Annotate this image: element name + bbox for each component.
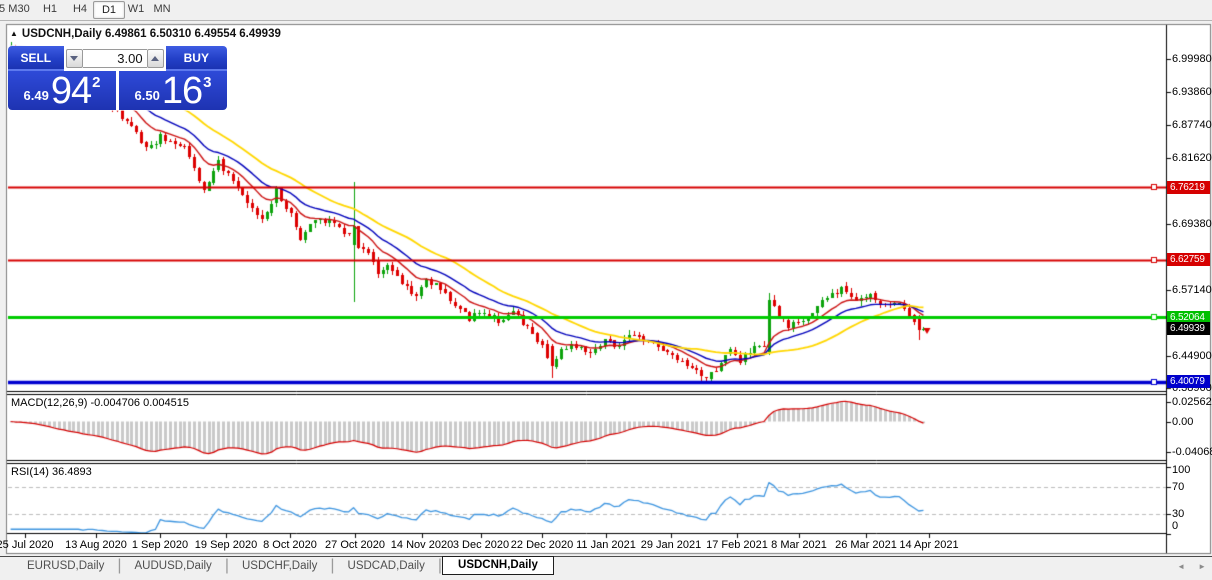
date-label: 3 Dec 2020 (452, 539, 510, 551)
ask-price-sup: 3 (203, 74, 212, 91)
tab-scroll-left-icon[interactable]: ◄ (1177, 562, 1186, 571)
volume-spinner (63, 46, 166, 71)
hline-price-label[interactable]: 6.49939 (1167, 322, 1210, 336)
date-label: 13 Aug 2020 (65, 539, 127, 551)
date-label: 25 Jul 2020 (0, 539, 54, 551)
price-tick-label: 6.99980 (1172, 53, 1212, 65)
macd-tick-label: 0.00 (1172, 415, 1194, 428)
date-label: 22 Dec 2020 (510, 539, 574, 551)
timeframe-button-mn[interactable]: MN (153, 3, 171, 15)
sell-price-display[interactable]: 6.49 94 2 (8, 71, 116, 110)
price-tick-label: 6.87740 (1172, 119, 1212, 131)
date-label: 11 Jan 2021 (576, 539, 636, 551)
hline-price-label[interactable]: 6.40079 (1167, 375, 1210, 389)
hline-price-label[interactable]: 6.52064 (1167, 310, 1210, 324)
rsi-tick-label: 30 (1172, 508, 1185, 520)
tab-separator: | (330, 557, 335, 574)
date-label: 8 Mar 2021 (771, 539, 827, 551)
hline-price-label[interactable]: 6.76219 (1167, 180, 1210, 194)
volume-input[interactable] (82, 49, 147, 68)
buy-button[interactable]: BUY (165, 46, 227, 71)
price-tick-label: 6.81620 (1172, 152, 1212, 164)
macd-indicator-label: MACD(12,26,9) -0.004706 0.004515 (11, 397, 189, 409)
date-label: 27 Oct 2020 (325, 539, 385, 551)
ask-price-small: 6.50 (134, 88, 160, 103)
ask-price-big: 16 (161, 69, 203, 112)
bid-price-big: 94 (50, 69, 92, 112)
tab-eurusd[interactable]: EURUSD,Daily (27, 560, 105, 572)
price-tick-label: 6.57140 (1172, 284, 1212, 296)
timeframe-button-5[interactable]: 5 (0, 3, 6, 15)
price-tick-label: 6.93860 (1172, 86, 1212, 98)
timeframe-button-h4[interactable]: H4 (72, 3, 88, 15)
date-label: 14 Apr 2021 (899, 539, 959, 551)
tab-usdcnh[interactable]: USDCNH,Daily (442, 556, 554, 575)
price-divider (116, 71, 119, 110)
rsi-indicator-label: RSI(14) 36.4893 (11, 466, 92, 478)
price-tick-label: 6.44900 (1172, 349, 1212, 362)
tab-usdchf[interactable]: USDCHF,Daily (241, 560, 318, 572)
trade-panel-top-row: SELL BUY (8, 46, 227, 71)
tab-separator: | (117, 557, 122, 574)
date-label: 19 Sep 2020 (194, 539, 258, 551)
trade-panel-price-row: 6.49 94 2 6.50 16 3 (8, 71, 227, 110)
date-label: 8 Oct 2020 (263, 539, 317, 551)
tab-audusd[interactable]: AUDUSD,Daily (134, 560, 212, 572)
collapse-triangle-icon[interactable]: ▲ (10, 29, 18, 38)
volume-increase-button[interactable] (146, 49, 164, 68)
timeframe-toolbar: 5 M30 H1 H4 D1 W1 MN (0, 0, 1212, 21)
timeframe-button-h1[interactable]: H1 (42, 3, 58, 15)
timeframe-button-w1[interactable]: W1 (127, 3, 145, 15)
symbol-tabs: EURUSD,Daily | AUDUSD,Daily | USDCHF,Daily | U… (14, 556, 554, 575)
bid-price-sup: 2 (92, 74, 101, 91)
buy-price-display[interactable]: 6.50 16 3 (119, 71, 227, 110)
macd-tick-label: 0.025623 (1172, 396, 1212, 409)
date-label: 26 Mar 2021 (835, 539, 897, 551)
timeframe-button-m30[interactable]: M30 (8, 3, 30, 15)
timeframe-button-d1[interactable]: D1 (93, 1, 125, 19)
date-label: 17 Feb 2021 (706, 539, 768, 551)
symbol-tab-bar: EURUSD,Daily | AUDUSD,Daily | USDCHF,Daily | U… (0, 556, 1212, 575)
date-label: 29 Jan 2021 (640, 539, 702, 551)
bid-price-small: 6.49 (23, 88, 49, 103)
tab-separator: | (224, 557, 229, 574)
tab-separator: | (437, 557, 443, 574)
triangle-up-icon (151, 56, 160, 61)
hline-price-label[interactable]: 6.62759 (1167, 253, 1210, 267)
tab-usdcad[interactable]: USDCAD,Daily (347, 560, 425, 572)
rsi-tick-label: 70 (1172, 481, 1185, 493)
chart-title: ▲ USDCNH,Daily 6.49861 6.50310 6.49554 6.… (10, 28, 281, 40)
tab-scroll-right-icon[interactable]: ► (1198, 562, 1206, 571)
volume-decrease-button[interactable] (65, 49, 83, 68)
sell-button[interactable]: SELL (8, 46, 64, 71)
chart-title-text: USDCNH,Daily 6.49861 6.50310 6.49554 6.4… (21, 28, 281, 40)
one-click-trading-panel: SELL BUY 6.49 94 2 6.50 16 3 (8, 46, 227, 110)
rsi-tick-label: 0 (1172, 520, 1179, 532)
tab-scroll-buttons: ◄ ► (1177, 562, 1206, 571)
triangle-down-icon (70, 56, 79, 61)
rsi-tick-label: 100 (1172, 464, 1191, 476)
date-label: 14 Nov 2020 (390, 539, 454, 551)
price-tick-label: 6.69380 (1172, 218, 1212, 230)
date-label: 1 Sep 2020 (131, 539, 189, 551)
macd-tick-label: -0.040687 (1172, 446, 1212, 459)
